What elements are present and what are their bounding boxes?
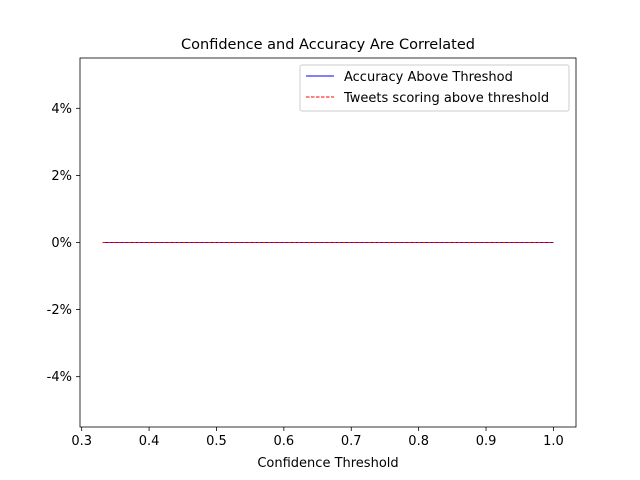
x-tick-label: 0.7 <box>341 434 362 449</box>
x-tick-label: 0.9 <box>476 434 497 449</box>
legend: Accuracy Above Threshod Tweets scoring a… <box>299 64 570 112</box>
legend-label-accuracy: Accuracy Above Threshod <box>344 70 513 85</box>
x-tick-label: 0.4 <box>139 434 160 449</box>
y-axis-ticks: -4% -2% 0% 2% 4% <box>47 102 80 385</box>
x-tick-label: 0.6 <box>274 434 295 449</box>
y-tick-label: 4% <box>51 102 72 117</box>
y-tick-label: 0% <box>51 236 72 251</box>
legend-label-tweets: Tweets scoring above threshold <box>343 91 549 106</box>
x-axis-ticks: 0.3 0.4 0.5 0.6 0.7 0.8 0.9 1.0 <box>71 427 564 449</box>
y-tick-label: 2% <box>51 169 72 184</box>
legend-box <box>299 64 570 112</box>
x-axis-label: Confidence Threshold <box>257 456 398 471</box>
chart-title: Confidence and Accuracy Are Correlated <box>181 37 475 53</box>
x-tick-label: 1.0 <box>543 434 564 449</box>
x-tick-label: 0.8 <box>408 434 429 449</box>
plot-frame <box>79 57 577 428</box>
x-tick-label: 0.3 <box>71 434 92 449</box>
y-tick-label: -2% <box>47 303 72 318</box>
y-tick-label: -4% <box>47 370 72 385</box>
x-tick-label: 0.5 <box>206 434 227 449</box>
